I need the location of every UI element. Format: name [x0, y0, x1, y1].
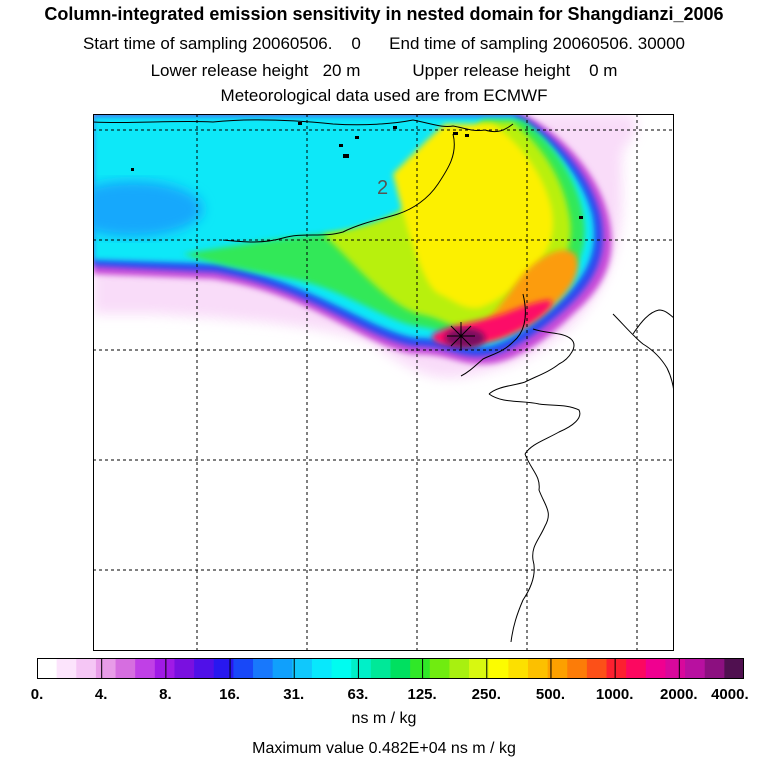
colorbar-segment — [233, 658, 254, 679]
colorbar-tick-label: 16. — [219, 686, 240, 703]
colorbar-segment — [272, 658, 293, 679]
colorbar-segment — [449, 658, 470, 679]
release-heights: Lower release height 20 m Upper release … — [0, 61, 768, 81]
lower-height-value: 20 m — [322, 61, 361, 80]
map-panel: 2 — [93, 114, 674, 651]
colorbar-segment — [527, 658, 549, 679]
colorbar-segment — [488, 658, 509, 679]
colorbar-segment — [194, 658, 215, 679]
sensitivity-plume — [93, 114, 637, 378]
lower-height-label: Lower release height — [150, 61, 309, 80]
colorbar-segment — [76, 658, 97, 679]
colorbar-segment — [410, 658, 431, 679]
grid-lines — [93, 114, 674, 651]
colorbar-segment — [370, 658, 391, 679]
colorbar-segment — [665, 658, 686, 679]
colorbar-tick-label: 0. — [30, 686, 44, 703]
colorbar-segment — [351, 658, 372, 679]
colorbar-tick-label: 63. — [347, 686, 369, 703]
colorbar-segment — [115, 658, 136, 679]
colorbar-segment — [390, 658, 411, 679]
colorbar-segment — [135, 658, 156, 679]
colorbar-tick-label: 1000. — [595, 686, 634, 703]
start-time-label: Start time of sampling — [82, 34, 248, 53]
colorbar-segment — [685, 658, 706, 679]
colorbar-segment — [174, 658, 195, 679]
colorbar-segment — [704, 658, 725, 679]
colorbar-segment — [606, 658, 627, 679]
colorbar-segment — [154, 658, 175, 679]
colorbar-segment — [567, 658, 588, 679]
colorbar — [37, 658, 745, 679]
colorbar-frame — [37, 658, 744, 679]
colorbar-segment — [724, 658, 745, 679]
colorbar-segment — [469, 658, 490, 679]
upper-height-value: 0 m — [589, 61, 618, 80]
colorbar-segment — [253, 658, 274, 679]
colorbar-tick-label: 4000. — [711, 686, 749, 703]
colorbar-tick-label: 2000. — [660, 686, 698, 703]
islands — [131, 122, 583, 219]
colorbar-segment — [95, 658, 117, 679]
end-time-value: 20060506. 30000 — [552, 34, 686, 53]
coastlines — [93, 119, 674, 643]
plot-title: Column-integrated emission sensitivity i… — [44, 4, 724, 24]
release-location-icon — [447, 322, 475, 350]
colorbar-segment — [547, 658, 568, 679]
sampling-times: Start time of sampling 20060506. 0 End t… — [0, 34, 768, 54]
start-time-value: 20060506. 0 — [252, 34, 361, 53]
colorbar-svg — [37, 658, 745, 679]
colorbar-unit-label: ns m / kg — [351, 710, 417, 727]
colorbar-segment — [429, 658, 450, 679]
end-time-label: End time of sampling — [389, 34, 548, 53]
colorbar-segment — [586, 658, 608, 679]
colorbar-segment — [56, 658, 77, 679]
colorbar-tick-label: 31. — [283, 686, 305, 703]
upper-height-label: Upper release height — [412, 61, 571, 80]
sensitivity-map: 2 — [93, 114, 674, 651]
maximum-value-label: Maximum value 0.482E+04 ns m / kg — [252, 740, 516, 757]
colorbar-segment — [645, 658, 666, 679]
colorbar-segment — [213, 658, 234, 679]
colorbar-tick-label: 8. — [159, 686, 172, 703]
colorbar-segment — [626, 658, 647, 679]
met-data-text: Meteorological data used are from ECMWF — [220, 86, 548, 105]
colorbar-tick-label: 4. — [94, 686, 108, 703]
colorbar-segment — [292, 658, 313, 679]
contour-label: 2 — [377, 177, 388, 199]
colorbar-segment — [331, 658, 352, 679]
colorbar-tick-label: 125. — [407, 686, 437, 703]
colorbar-tick-label: 250. — [471, 686, 501, 703]
colorbar-segment — [508, 658, 529, 679]
colorbar-tick-label: 500. — [535, 686, 566, 703]
map-frame — [93, 114, 674, 651]
colorbar-segment — [311, 658, 333, 679]
colorbar-segment — [37, 658, 58, 679]
